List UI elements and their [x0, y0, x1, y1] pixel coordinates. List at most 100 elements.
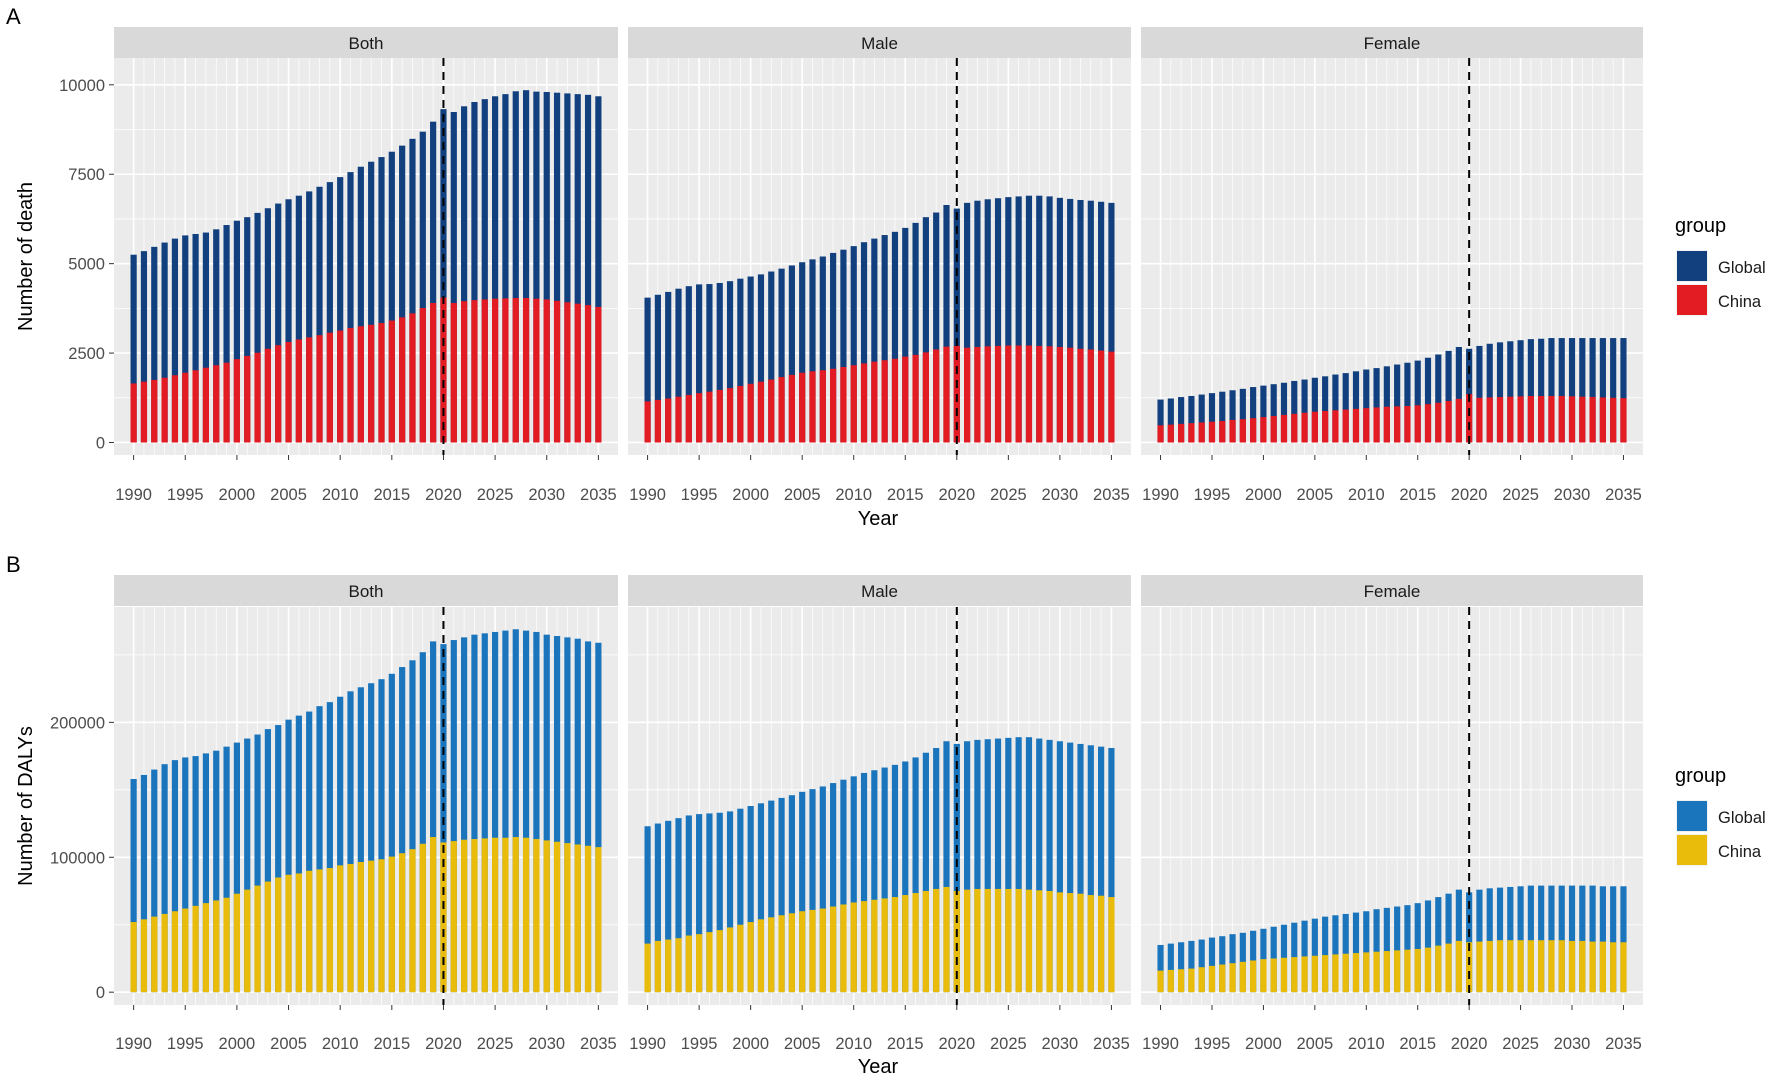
- bar-china: [502, 298, 509, 443]
- bar-china: [881, 898, 888, 993]
- bar-global: [1414, 360, 1421, 443]
- bar-china: [1198, 967, 1205, 993]
- bar-china: [737, 385, 744, 443]
- bar-global: [450, 112, 457, 443]
- bar-global: [409, 138, 416, 443]
- bar-china: [1527, 395, 1534, 443]
- bar-china: [871, 899, 878, 993]
- bar-china: [264, 348, 271, 443]
- x-tick-label: 2015: [887, 1035, 924, 1053]
- bar-global: [819, 256, 826, 443]
- bar-china: [922, 890, 929, 993]
- bar-global: [840, 249, 847, 443]
- bar-global: [1025, 195, 1033, 443]
- bar-global: [430, 641, 437, 993]
- x-tick-label: 2000: [732, 486, 769, 504]
- bar-global: [130, 779, 137, 993]
- bar-global: [1394, 364, 1401, 443]
- bar-global: [357, 166, 364, 443]
- bar-china: [644, 401, 651, 443]
- x-tick-label: 2025: [1502, 486, 1539, 504]
- bar-china: [182, 372, 189, 443]
- bar-global: [840, 779, 847, 993]
- bar-global: [316, 706, 323, 993]
- bar-global: [223, 746, 230, 993]
- bar-china: [223, 362, 230, 443]
- bar-china: [347, 328, 354, 443]
- bar-china: [1558, 940, 1565, 993]
- bar-global: [1496, 887, 1504, 993]
- x-tick-label: 2010: [1348, 486, 1385, 504]
- bar-global: [595, 96, 602, 443]
- bar-china: [840, 367, 847, 443]
- bar-china: [244, 889, 251, 993]
- bar-global: [799, 262, 806, 443]
- bar-global: [912, 222, 919, 443]
- y-tick-label: 7500: [68, 166, 105, 184]
- bar-global: [1067, 742, 1074, 993]
- bar-global: [871, 238, 878, 443]
- x-tick-label: 2005: [270, 486, 307, 504]
- bar-global: [1476, 345, 1483, 443]
- y-tick-label: 0: [96, 984, 105, 1002]
- bar-china: [502, 837, 509, 993]
- bar-china: [922, 352, 929, 443]
- bar-global: [202, 753, 210, 993]
- x-tick-label: 2010: [322, 1035, 359, 1053]
- bar-china: [1229, 419, 1236, 443]
- x-tick-label: 1995: [167, 486, 204, 504]
- bar-global: [1036, 738, 1043, 993]
- bar-china: [130, 383, 137, 443]
- x-tick-label: 2035: [1093, 486, 1130, 504]
- facet-strip-label: Both: [349, 582, 384, 601]
- bar-china: [1077, 348, 1084, 443]
- bar-china: [192, 905, 199, 993]
- bar-global: [902, 227, 909, 443]
- x-tick-label: 2010: [835, 486, 872, 504]
- bar-china: [1250, 418, 1257, 443]
- x-tick-label: 2015: [373, 1035, 410, 1053]
- bar-china: [171, 375, 179, 443]
- bar-global: [285, 199, 292, 443]
- facet-strip-label: Both: [349, 34, 384, 53]
- bar-global: [737, 808, 744, 993]
- facet-male: Male 1990 1995 2000 2005 2010 2015 2020 2025 2030…: [628, 27, 1131, 504]
- x-tick-label: 2035: [1605, 486, 1642, 504]
- bar-global: [1373, 909, 1380, 993]
- bar-china: [409, 849, 416, 993]
- bar-global: [1260, 385, 1267, 443]
- bar-china: [1067, 347, 1074, 443]
- bar-china: [1610, 397, 1617, 443]
- x-tick-label: 2020: [1451, 1035, 1488, 1053]
- bar-global: [140, 251, 148, 443]
- bar-china: [1507, 396, 1514, 443]
- bar-china: [1394, 950, 1401, 993]
- bar-china: [799, 372, 806, 443]
- legend-swatch-china: [1677, 835, 1707, 865]
- bar-china: [151, 379, 158, 443]
- bar-china: [1067, 893, 1074, 993]
- bar-china: [902, 895, 909, 993]
- bar-global: [1311, 918, 1318, 993]
- x-tick-label: 2000: [732, 1035, 769, 1053]
- bar-global: [368, 161, 375, 443]
- bar-global: [1157, 944, 1164, 993]
- bar-global: [964, 202, 971, 443]
- bar-china: [161, 913, 168, 993]
- bar-global: [830, 252, 837, 443]
- bar-global: [595, 642, 602, 993]
- bar-global: [1445, 893, 1452, 993]
- bar-china: [984, 346, 991, 443]
- bar-china: [553, 841, 561, 993]
- bar-global: [654, 823, 661, 993]
- bar-china: [326, 332, 333, 443]
- bar-china: [953, 890, 960, 993]
- x-tick-label: 2035: [1093, 1035, 1130, 1053]
- bar-global: [1015, 196, 1022, 443]
- bar-china: [1157, 425, 1164, 443]
- bar-global: [696, 814, 703, 993]
- bar-china: [481, 838, 488, 993]
- bar-global: [922, 752, 929, 993]
- bar-china: [850, 365, 857, 443]
